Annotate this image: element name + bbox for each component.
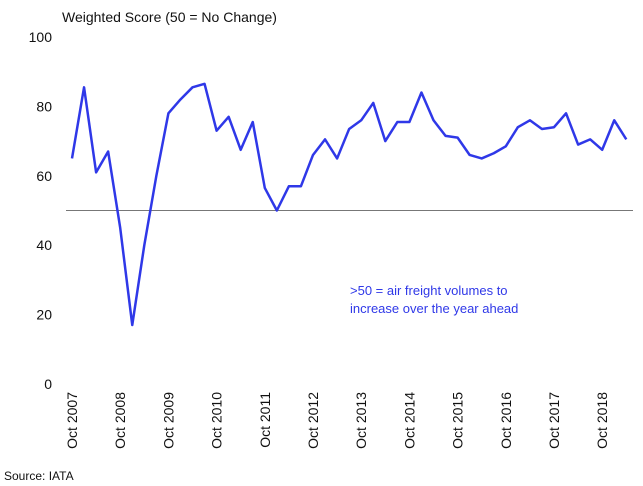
x-tick-label: Oct 2011 bbox=[257, 392, 273, 448]
y-tick-label: 100 bbox=[29, 29, 53, 45]
x-tick-label: Oct 2017 bbox=[546, 392, 562, 449]
y-tick-label: 0 bbox=[44, 376, 52, 392]
y-tick-label: 80 bbox=[36, 98, 52, 114]
annotation: increase over the year ahead bbox=[350, 301, 518, 316]
y-tick-label: 20 bbox=[36, 307, 52, 323]
line bbox=[70, 82, 628, 327]
source: Source: IATA bbox=[4, 469, 74, 483]
y-tick-label: 40 bbox=[36, 237, 52, 253]
x-tick-label: Oct 2014 bbox=[401, 392, 417, 449]
x-tick-label: Oct 2010 bbox=[209, 392, 225, 449]
x-tick-label: Oct 2009 bbox=[160, 392, 176, 449]
x-tick-label: Oct 2018 bbox=[594, 392, 610, 449]
x-tick-label: Oct 2012 bbox=[305, 392, 321, 449]
y-axis-label: Weighted Score (50 = No Change) bbox=[62, 9, 277, 25]
x-tick-label: Oct 2016 bbox=[498, 392, 514, 449]
x-tick-label: Oct 2013 bbox=[353, 392, 369, 449]
y-tick-label: 60 bbox=[36, 168, 52, 184]
x-tick-label: Oct 2007 bbox=[64, 392, 80, 449]
x-tick-label: Oct 2015 bbox=[450, 392, 466, 449]
annotation: >50 = air freight volumes to bbox=[350, 283, 508, 298]
x-tick-label: Oct 2008 bbox=[112, 392, 128, 449]
